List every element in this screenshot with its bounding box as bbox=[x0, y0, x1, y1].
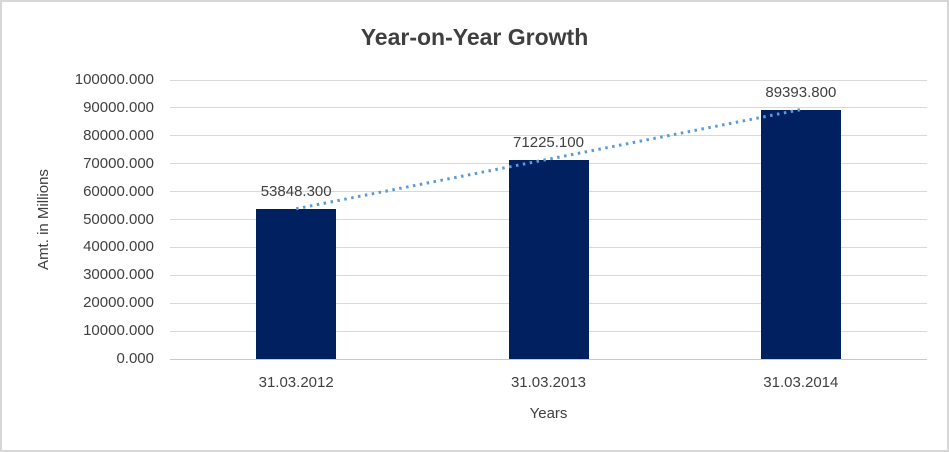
x-tick-label: 31.03.2013 bbox=[510, 374, 587, 391]
y-tick-label: 60000.000 bbox=[83, 182, 154, 200]
bar-31.03.2014 bbox=[760, 109, 841, 359]
y-tick-label: 40000.000 bbox=[83, 238, 154, 256]
y-tick-label: 0.000 bbox=[116, 350, 154, 367]
x-axis-title: Years bbox=[529, 405, 568, 422]
y-tick-label: 10000.000 bbox=[83, 322, 154, 340]
bar-31.03.2012 bbox=[256, 208, 337, 359]
bar-value-label: 53848.300 bbox=[260, 182, 332, 200]
bar-31.03.2013 bbox=[508, 160, 589, 359]
chart-title: Year-on-Year Growth bbox=[360, 24, 589, 50]
y-tick-label: 80000.000 bbox=[83, 126, 154, 144]
x-axis-line bbox=[170, 358, 927, 360]
x-tick-label: 31.03.2012 bbox=[258, 374, 334, 391]
y-tick-label: 70000.000 bbox=[83, 154, 154, 172]
bar-value-label: 89393.800 bbox=[765, 83, 837, 101]
gridline bbox=[170, 79, 927, 81]
gridline bbox=[170, 107, 927, 109]
x-tick-label: 31.03.2014 bbox=[763, 374, 839, 391]
y-tick-label: 100000.000 bbox=[74, 71, 154, 88]
bar-value-label: 71225.100 bbox=[513, 134, 584, 152]
y-tick-label: 20000.000 bbox=[83, 294, 154, 312]
y-tick-label: 90000.000 bbox=[83, 98, 154, 116]
y-tick-label: 50000.000 bbox=[83, 210, 154, 228]
y-tick-label: 30000.000 bbox=[83, 266, 154, 284]
